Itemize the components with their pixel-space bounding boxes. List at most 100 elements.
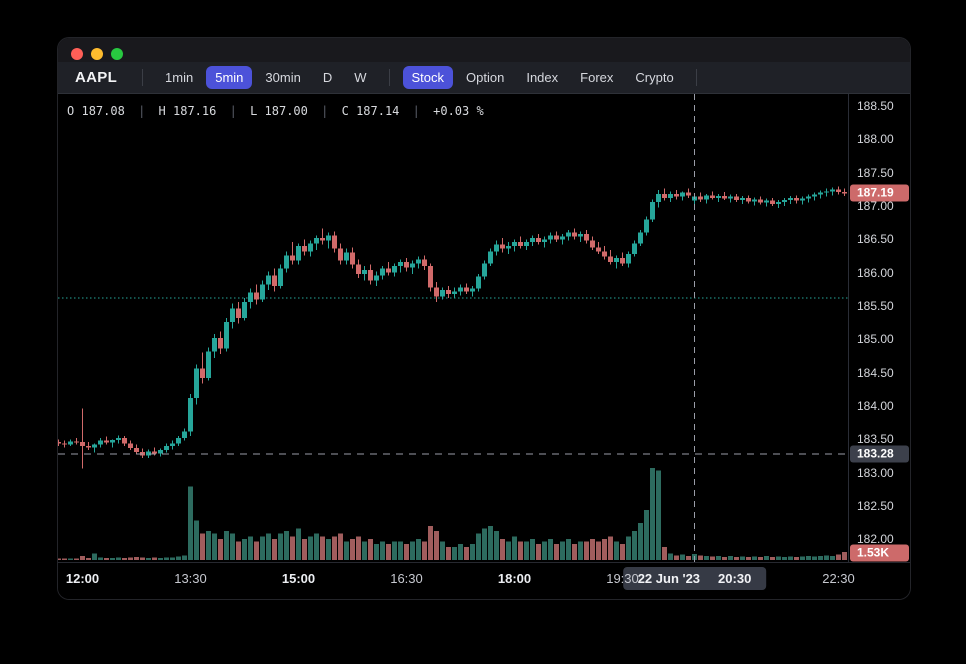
volume-bar <box>554 544 559 560</box>
market-group: Stock Option Index Forex Crypto <box>401 66 685 89</box>
volume-bar <box>386 544 391 560</box>
volume-bar <box>134 556 139 560</box>
candle-body <box>566 232 571 237</box>
candle-body <box>374 275 379 281</box>
time-axis[interactable]: 22 Jun '23 20:30 12:00 13:30 15:00 16:30 18:… <box>58 562 910 599</box>
price-tick-188.50: 188.50 <box>857 99 894 113</box>
volume-bar <box>302 538 307 560</box>
volume-bar <box>152 557 157 560</box>
candle-body <box>422 259 427 267</box>
volume-bar <box>614 541 619 560</box>
candle-body <box>812 194 817 197</box>
traffic-lights <box>71 48 123 60</box>
volume-bar <box>362 541 367 560</box>
volume-bar <box>122 557 127 560</box>
volume-bar <box>506 541 511 560</box>
candle-body <box>290 255 295 261</box>
candle-body <box>380 268 385 276</box>
candle-body <box>650 202 655 220</box>
toolbar-divider <box>388 69 390 86</box>
candle-body <box>740 198 745 201</box>
chart-area: O 187.08 | H 187.16 | L 187.00 | C 187.1… <box>58 94 910 599</box>
volume-bar <box>722 556 727 560</box>
volume-bar <box>254 541 259 560</box>
titlebar[interactable] <box>58 38 910 62</box>
timeframe-button-w[interactable]: W <box>345 66 375 89</box>
price-tick-184.50: 184.50 <box>857 365 894 380</box>
candle-body <box>392 266 397 273</box>
candle-body <box>272 275 277 287</box>
market-button-option[interactable]: Option <box>457 66 513 89</box>
candle-body <box>296 246 301 261</box>
candle-body <box>668 194 673 199</box>
market-button-forex[interactable]: Forex <box>571 66 622 89</box>
volume-bar <box>704 555 709 560</box>
price-axis[interactable]: 187.19 183.28 1.53K 188.50 188.00 187.50 18… <box>848 94 910 562</box>
high-value: 187.16 <box>173 104 217 118</box>
candle-body <box>410 263 415 268</box>
candle-body <box>86 446 91 448</box>
candle-body <box>440 290 445 297</box>
volume-bar <box>452 546 457 560</box>
volume-bar <box>116 557 121 560</box>
volume-bar <box>146 557 151 560</box>
time-tick-18-00: 18:00 <box>497 571 532 586</box>
price-tick-182.00: 182.00 <box>857 532 894 547</box>
close-label: C <box>341 104 349 118</box>
candle-body <box>488 251 493 264</box>
candle-body <box>596 247 601 252</box>
volume-bar <box>428 525 433 560</box>
market-button-index[interactable]: Index <box>517 66 567 89</box>
candle-body <box>338 248 343 261</box>
candlestick-plot[interactable]: O 187.08 | H 187.16 | L 187.00 | C 187.1… <box>58 94 848 562</box>
timeframe-button-5min[interactable]: 5min <box>206 66 253 89</box>
candle-body <box>212 338 217 352</box>
volume-bar <box>434 531 439 560</box>
volume-bar <box>662 546 667 560</box>
volume-bar <box>578 541 583 560</box>
candle-body <box>476 276 481 289</box>
crosshair-price-badge: 183.28 <box>850 445 909 463</box>
candle-body <box>200 368 205 379</box>
candle-body <box>674 194 679 197</box>
candle-body <box>224 322 229 349</box>
market-button-stock[interactable]: Stock <box>402 66 454 89</box>
volume-bar <box>368 538 373 560</box>
timeframe-group: 1min 5min 30min D W <box>154 66 377 89</box>
candle-body <box>104 440 109 443</box>
volume-bar <box>296 528 301 560</box>
volume-bar <box>680 554 685 560</box>
close-button[interactable] <box>71 48 83 60</box>
candle-body <box>626 254 631 264</box>
candle-body <box>464 287 469 292</box>
volume-bar <box>230 533 235 560</box>
volume-bar <box>836 554 841 560</box>
volume-bar <box>728 555 733 560</box>
legend-separator: | <box>412 104 420 118</box>
timeframe-button-1min[interactable]: 1min <box>156 66 202 89</box>
volume-bar <box>512 536 517 560</box>
volume-bar <box>98 557 103 560</box>
timeframe-button-30min[interactable]: 30min <box>256 66 309 89</box>
volume-bar <box>830 555 835 560</box>
market-button-crypto[interactable]: Crypto <box>626 66 682 89</box>
price-tick-184.00: 184.00 <box>857 399 894 413</box>
volume-bar <box>596 541 601 560</box>
volume-bar <box>80 555 85 560</box>
volume-bar <box>248 536 253 560</box>
candle-body <box>176 438 181 444</box>
minimize-button[interactable] <box>91 48 103 60</box>
candle-body <box>386 268 391 273</box>
maximize-button[interactable] <box>111 48 123 60</box>
volume-bar <box>668 553 673 560</box>
volume-bar <box>416 538 421 560</box>
volume-bar <box>218 538 223 560</box>
volume-bar <box>806 555 811 560</box>
candle-body <box>842 192 847 194</box>
volume-bar <box>422 541 427 560</box>
volume-bar <box>488 525 493 560</box>
volume-bar <box>776 556 781 560</box>
timeframe-button-d[interactable]: D <box>314 66 341 89</box>
volume-bar <box>170 557 175 560</box>
candle-body <box>578 234 583 237</box>
